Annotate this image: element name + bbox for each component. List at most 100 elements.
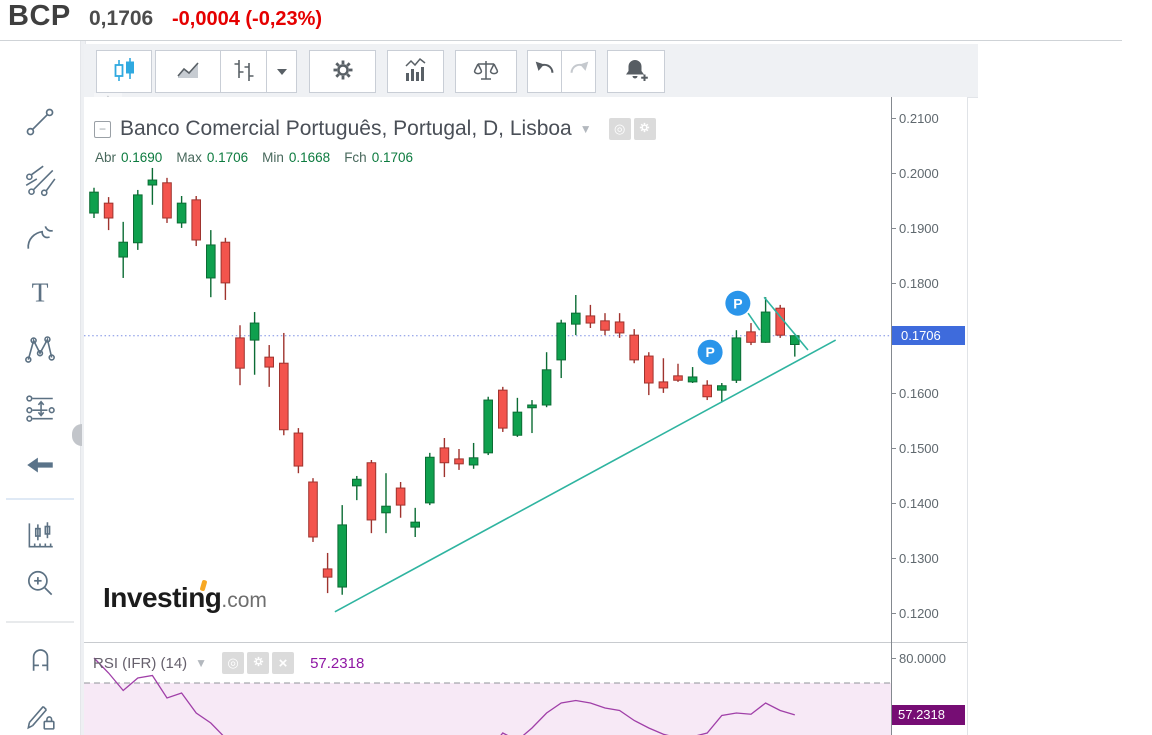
area-chart-icon xyxy=(173,56,203,87)
magnet-mode-button[interactable] xyxy=(20,640,60,680)
price-axis-tick: 0.2000 xyxy=(891,165,961,182)
text-tool-button[interactable]: T xyxy=(20,273,60,313)
bars-chart-type-button[interactable] xyxy=(220,50,267,93)
svg-text:T: T xyxy=(32,276,49,307)
sidebar-collapse-handle[interactable] xyxy=(72,424,82,446)
text-tool-icon: T xyxy=(23,275,57,312)
zoom-in-icon xyxy=(23,567,57,604)
price-axis-tick: 0.2100 xyxy=(891,110,961,127)
xabcd-pattern-icon xyxy=(23,332,57,369)
price-axis-tick: 0.1200 xyxy=(891,605,961,622)
undo-icon xyxy=(532,57,558,86)
chart-type-dropdown-button[interactable] xyxy=(266,50,297,93)
chart-title: Banco Comercial Português, Portugal, D, … xyxy=(120,117,572,140)
close-label: Fch xyxy=(344,150,367,165)
xabcd-pattern-button[interactable] xyxy=(20,330,60,370)
brand-name: Investing xyxy=(103,579,222,614)
low-label: Min xyxy=(262,150,284,165)
low-value: 0.1668 xyxy=(288,150,331,165)
zoom-in-button[interactable] xyxy=(20,565,60,605)
forecast-tool-button[interactable] xyxy=(20,388,60,428)
caret-down-icon[interactable]: ▼ xyxy=(195,656,208,670)
drawing-lock-button[interactable] xyxy=(20,695,60,735)
price-axis-tick: 0.1600 xyxy=(891,385,961,402)
drawing-lock-icon xyxy=(23,697,57,734)
indicators-button[interactable] xyxy=(387,50,444,93)
close-value: 0.1706 xyxy=(371,150,413,165)
rsi-indicator-label: RSI (IFR) (14) xyxy=(93,654,188,672)
forecast-tool-icon xyxy=(23,390,57,427)
brand-watermark: Investing .com xyxy=(103,579,267,614)
indicators-icon xyxy=(402,56,430,87)
rsi-indicator-pane[interactable]: RSI (IFR) (14) ▼ ◎ xyxy=(84,643,968,735)
drawing-tools-sidebar: T xyxy=(0,41,80,735)
header-divider xyxy=(0,40,1122,41)
undo-button[interactable] xyxy=(527,50,562,93)
chart-toolbar: ▲ xyxy=(84,44,978,102)
trend-line-icon xyxy=(23,105,57,142)
settings-gear-icon xyxy=(329,56,357,87)
rsi-value-badge: 57.2318 xyxy=(892,704,965,725)
ohlc-readout: Abr 0.1690 Max 0.1706 Min 0.1668 Fch 0.1… xyxy=(95,150,427,165)
caret-down-icon[interactable]: ▼ xyxy=(579,122,592,136)
last-price: 0,1706 xyxy=(89,7,154,30)
rsi-settings-button[interactable] xyxy=(247,652,270,674)
trend-line-tool-button[interactable] xyxy=(20,103,60,143)
price-axis-tick: 0.1900 xyxy=(891,220,961,237)
open-label: Abr xyxy=(95,150,117,165)
back-arrow-button[interactable] xyxy=(20,446,60,486)
back-arrow-icon xyxy=(23,448,57,485)
focus-target-icon: ◎ xyxy=(613,121,626,136)
measure-tool-icon xyxy=(23,518,57,555)
price-axis-line xyxy=(891,97,892,735)
area-chart-type-button[interactable] xyxy=(155,50,221,93)
chart-settings-button[interactable] xyxy=(309,50,376,93)
gann-tools-icon xyxy=(23,163,57,200)
sidebar-divider xyxy=(6,498,74,500)
ohlc-bars-icon xyxy=(230,56,258,87)
sidebar-divider xyxy=(6,621,74,623)
redo-button[interactable] xyxy=(561,50,596,93)
rsi-close-button[interactable]: × xyxy=(272,652,295,674)
measure-tool-button[interactable] xyxy=(20,516,60,556)
close-icon: × xyxy=(278,654,288,672)
series-title-row: − Banco Comercial Português, Portugal, D… xyxy=(94,117,656,141)
rsi-focus-target-button[interactable]: ◎ xyxy=(222,652,245,674)
rsi-label-row: RSI (IFR) (14) ▼ ◎ xyxy=(93,652,364,674)
svg-text:P: P xyxy=(705,344,714,360)
quote-header: BCP 0,1706 -0,0004 (-0,23%) xyxy=(0,0,1152,40)
price-axis-tick: 0.1400 xyxy=(891,495,961,512)
focus-target-icon: ◎ xyxy=(227,655,239,670)
pane-divider[interactable] xyxy=(84,642,968,643)
redo-icon xyxy=(566,57,592,86)
high-label: Max xyxy=(176,150,202,165)
rsi-value: 57.2318 xyxy=(310,654,365,672)
magnet-icon xyxy=(23,642,57,679)
price-axis-tick: 0.1300 xyxy=(891,550,961,567)
rsi-axis-tick: 80.0000 xyxy=(891,650,961,667)
gear-icon xyxy=(252,655,265,671)
open-value: 0.1690 xyxy=(121,150,163,165)
price-axis-tick: 0.1500 xyxy=(891,440,961,457)
caret-down-icon xyxy=(276,64,288,79)
collapse-pane-icon[interactable]: − xyxy=(94,120,111,138)
create-alert-button[interactable] xyxy=(607,50,665,93)
gann-tools-button[interactable] xyxy=(20,161,60,201)
rsi-chart[interactable] xyxy=(84,643,968,735)
gear-icon xyxy=(638,121,651,137)
price-change: -0,0004 (-0,23%) xyxy=(172,8,323,30)
compare-button[interactable] xyxy=(455,50,517,93)
compare-scales-icon xyxy=(471,56,501,87)
candlestick-chart-icon xyxy=(110,56,138,87)
candlestick-type-button[interactable] xyxy=(96,50,152,93)
price-axis-tick: 0.1800 xyxy=(891,275,961,292)
series-settings-button[interactable] xyxy=(633,118,656,140)
candlestick-chart[interactable]: PP xyxy=(84,97,968,643)
brush-tool-button[interactable] xyxy=(20,218,60,258)
current-price-badge: 0.1706 xyxy=(892,325,965,345)
svg-text:P: P xyxy=(733,295,742,311)
widget-border xyxy=(967,97,968,735)
focus-target-button[interactable]: ◎ xyxy=(608,118,631,140)
alert-bell-plus-icon xyxy=(622,56,650,87)
